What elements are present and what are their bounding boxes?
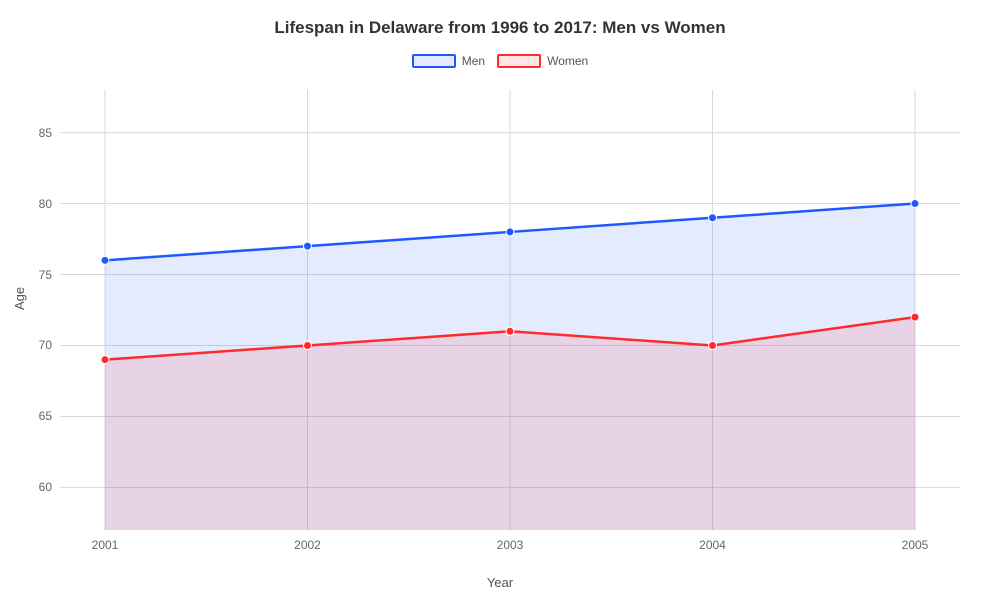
x-tick-label: 2003 xyxy=(497,538,524,552)
legend-swatch-women xyxy=(497,54,541,68)
chart-container: Lifespan in Delaware from 1996 to 2017: … xyxy=(0,0,1000,600)
y-tick-label: 85 xyxy=(39,126,52,140)
chart-svg xyxy=(60,90,960,530)
y-tick-label: 80 xyxy=(39,197,52,211)
legend-item-women: Women xyxy=(497,54,588,68)
legend: Men Women xyxy=(0,54,1000,68)
x-tick-label: 2004 xyxy=(699,538,726,552)
y-tick-label: 70 xyxy=(39,338,52,352)
y-tick-label: 75 xyxy=(39,268,52,282)
y-axis-label: Age xyxy=(12,287,27,310)
plot-area: 60657075808520012002200320042005 xyxy=(60,90,960,530)
x-axis-label: Year xyxy=(0,575,1000,590)
legend-label-women: Women xyxy=(547,54,588,68)
legend-item-men: Men xyxy=(412,54,485,68)
legend-label-men: Men xyxy=(462,54,485,68)
x-tick-label: 2001 xyxy=(92,538,119,552)
x-tick-label: 2002 xyxy=(294,538,321,552)
chart-title: Lifespan in Delaware from 1996 to 2017: … xyxy=(0,0,1000,38)
y-tick-label: 65 xyxy=(39,409,52,423)
legend-swatch-men xyxy=(412,54,456,68)
x-tick-label: 2005 xyxy=(902,538,929,552)
y-tick-label: 60 xyxy=(39,480,52,494)
